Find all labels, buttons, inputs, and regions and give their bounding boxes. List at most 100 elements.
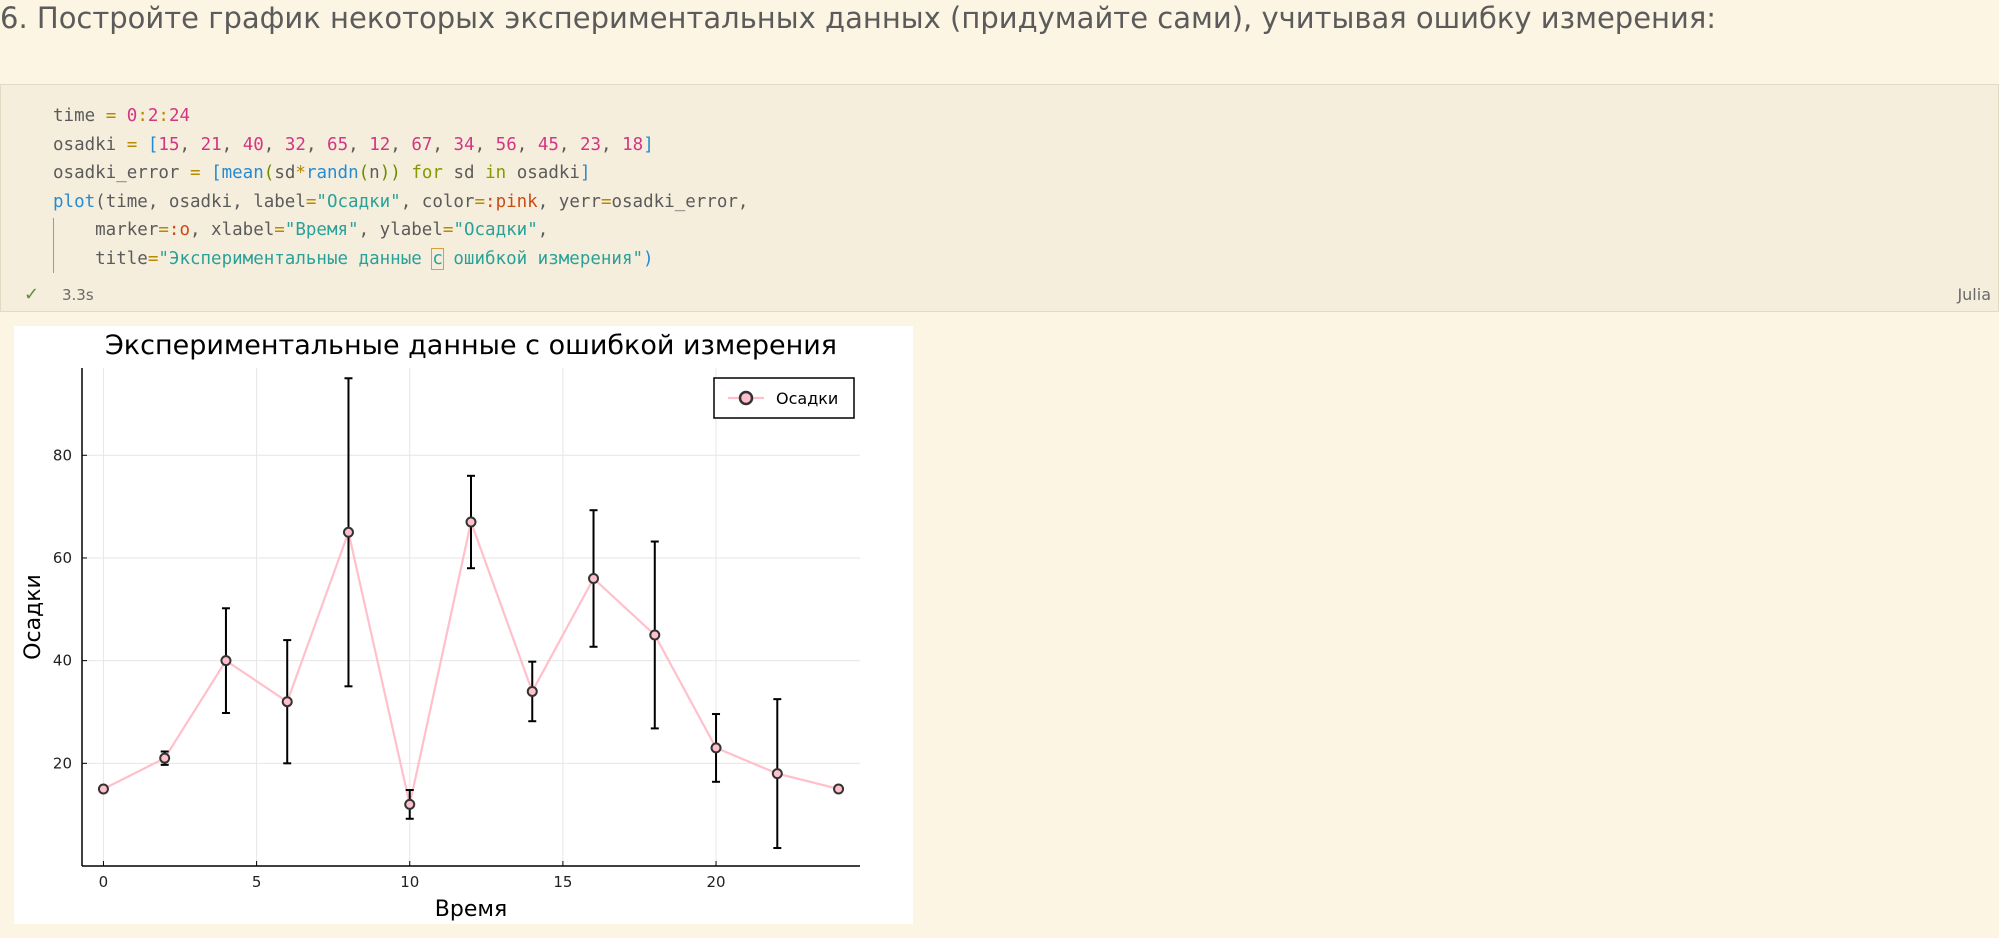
code-token: ( — [358, 163, 370, 183]
code-token: sd — [442, 163, 486, 183]
code-token: ] — [643, 134, 654, 155]
data-point — [710, 742, 722, 754]
code-token: 67 — [411, 134, 433, 155]
code-line[interactable]: osadki = [15, 21, 40, 32, 65, 12, 67, 34… — [53, 131, 748, 160]
y-axis-label: Осадки — [21, 574, 46, 660]
y-tick-label: 40 — [53, 652, 72, 670]
check-icon: ✓ — [24, 284, 40, 305]
code-token: 32 — [284, 134, 306, 155]
code-token: = — [274, 220, 285, 240]
code-token: randn — [305, 163, 359, 183]
code-token: = — [189, 163, 201, 183]
code-token: osadki — [506, 163, 580, 183]
code-token: , — [221, 134, 243, 155]
code-token: , — [263, 134, 285, 155]
code-token: 24 — [168, 106, 191, 126]
y-tick-label: 60 — [53, 549, 72, 567]
code-token: , — [390, 134, 412, 155]
data-point — [588, 572, 600, 584]
code-token: "Экспериментальные данные — [158, 248, 433, 269]
code-token — [116, 106, 127, 126]
code-token: , — [432, 134, 454, 155]
code-token: , — [537, 220, 549, 240]
chart-title: Экспериментальные данные с ошибкой измер… — [105, 330, 837, 361]
code-token: 65 — [327, 134, 349, 155]
code-token: ( — [263, 163, 275, 183]
code-token: : — [158, 106, 169, 126]
code-token: , xlabel — [189, 220, 275, 240]
code-token: osadki_error, — [611, 191, 749, 212]
code-token: 56 — [495, 134, 517, 155]
code-token: osadki — [53, 134, 127, 155]
code-token: "Осадки" — [453, 220, 538, 240]
code-token: , — [558, 134, 580, 155]
code-line[interactable]: time = 0:2:24 — [53, 102, 748, 131]
execution-time: 3.3s — [62, 286, 94, 304]
code-token: 23 — [579, 134, 602, 155]
code-token: osadki_error — [53, 163, 190, 183]
code-cell[interactable]: time = 0:2:24 osadki = [15, 21, 40, 32, 6… — [0, 84, 1999, 312]
legend-label: Осадки — [776, 389, 838, 408]
code-token: [ — [211, 163, 222, 183]
code-token: 2 — [147, 106, 159, 126]
code-token: , yerr — [537, 191, 601, 212]
code-token: :o — [168, 220, 190, 240]
code-token: )) — [379, 163, 401, 183]
code-token: ] — [579, 163, 591, 183]
x-tick-label: 20 — [706, 873, 725, 891]
code-token: "Время" — [284, 220, 359, 240]
code-token: time — [53, 106, 106, 126]
code-line[interactable]: plot(time, osadki, label="Осадки", color… — [53, 188, 748, 217]
code-token: = — [305, 191, 317, 212]
code-token: = — [158, 220, 169, 240]
x-tick-label: 5 — [252, 873, 262, 891]
code-token: , — [516, 134, 538, 155]
code-token: in — [485, 163, 507, 183]
kernel-language-label[interactable]: Julia — [1957, 285, 1991, 304]
code-token: = — [600, 191, 612, 212]
indent-guide — [53, 218, 54, 273]
code-token — [137, 135, 148, 155]
x-tick-label: 10 — [400, 873, 419, 891]
code-token: for — [411, 163, 443, 183]
code-line[interactable]: marker=:o, xlabel="Время", ylabel="Осадк… — [53, 216, 748, 245]
data-point — [833, 783, 845, 795]
legend-marker — [738, 390, 754, 406]
code-token: с — [431, 247, 444, 270]
code-editor[interactable]: time = 0:2:24 osadki = [15, 21, 40, 32, 6… — [53, 102, 748, 273]
code-token: 18 — [622, 134, 644, 155]
code-token: , — [305, 134, 328, 155]
data-point — [649, 629, 661, 641]
chart: Экспериментальные данные с ошибкой измер… — [21, 330, 860, 922]
code-token: mean — [221, 163, 264, 183]
data-point — [771, 768, 783, 780]
code-line[interactable]: osadki_error = [mean(sd*randn(n)) for sd… — [53, 159, 748, 188]
code-token: , ylabel — [358, 220, 443, 240]
code-token: = — [442, 220, 454, 240]
code-token: 40 — [242, 134, 264, 155]
code-token: "Осадки" — [316, 191, 401, 212]
code-token: [ — [147, 134, 159, 155]
code-token: , — [179, 134, 201, 155]
code-line[interactable]: title="Экспериментальные данные с ошибко… — [53, 245, 748, 274]
data-point — [342, 526, 354, 538]
data-point — [97, 783, 109, 795]
code-token: , — [474, 134, 496, 155]
code-token: = — [105, 106, 117, 126]
code-token: n — [369, 163, 380, 183]
plot-output: Экспериментальные данные с ошибкой измер… — [14, 326, 913, 924]
code-token — [201, 163, 212, 183]
y-tick-label: 80 — [53, 446, 72, 464]
code-token: ошибкой измерения" — [442, 248, 644, 269]
code-token: 21 — [200, 134, 222, 155]
data-point — [465, 516, 477, 528]
code-token: ) — [643, 248, 654, 269]
code-token: , — [601, 134, 623, 155]
data-point — [281, 696, 293, 708]
x-tick-label: 15 — [553, 873, 572, 891]
data-point — [526, 685, 538, 697]
code-token: = — [474, 191, 486, 212]
code-token: plot — [53, 191, 96, 212]
code-token: = — [147, 248, 159, 269]
x-tick-label: 0 — [99, 873, 109, 891]
